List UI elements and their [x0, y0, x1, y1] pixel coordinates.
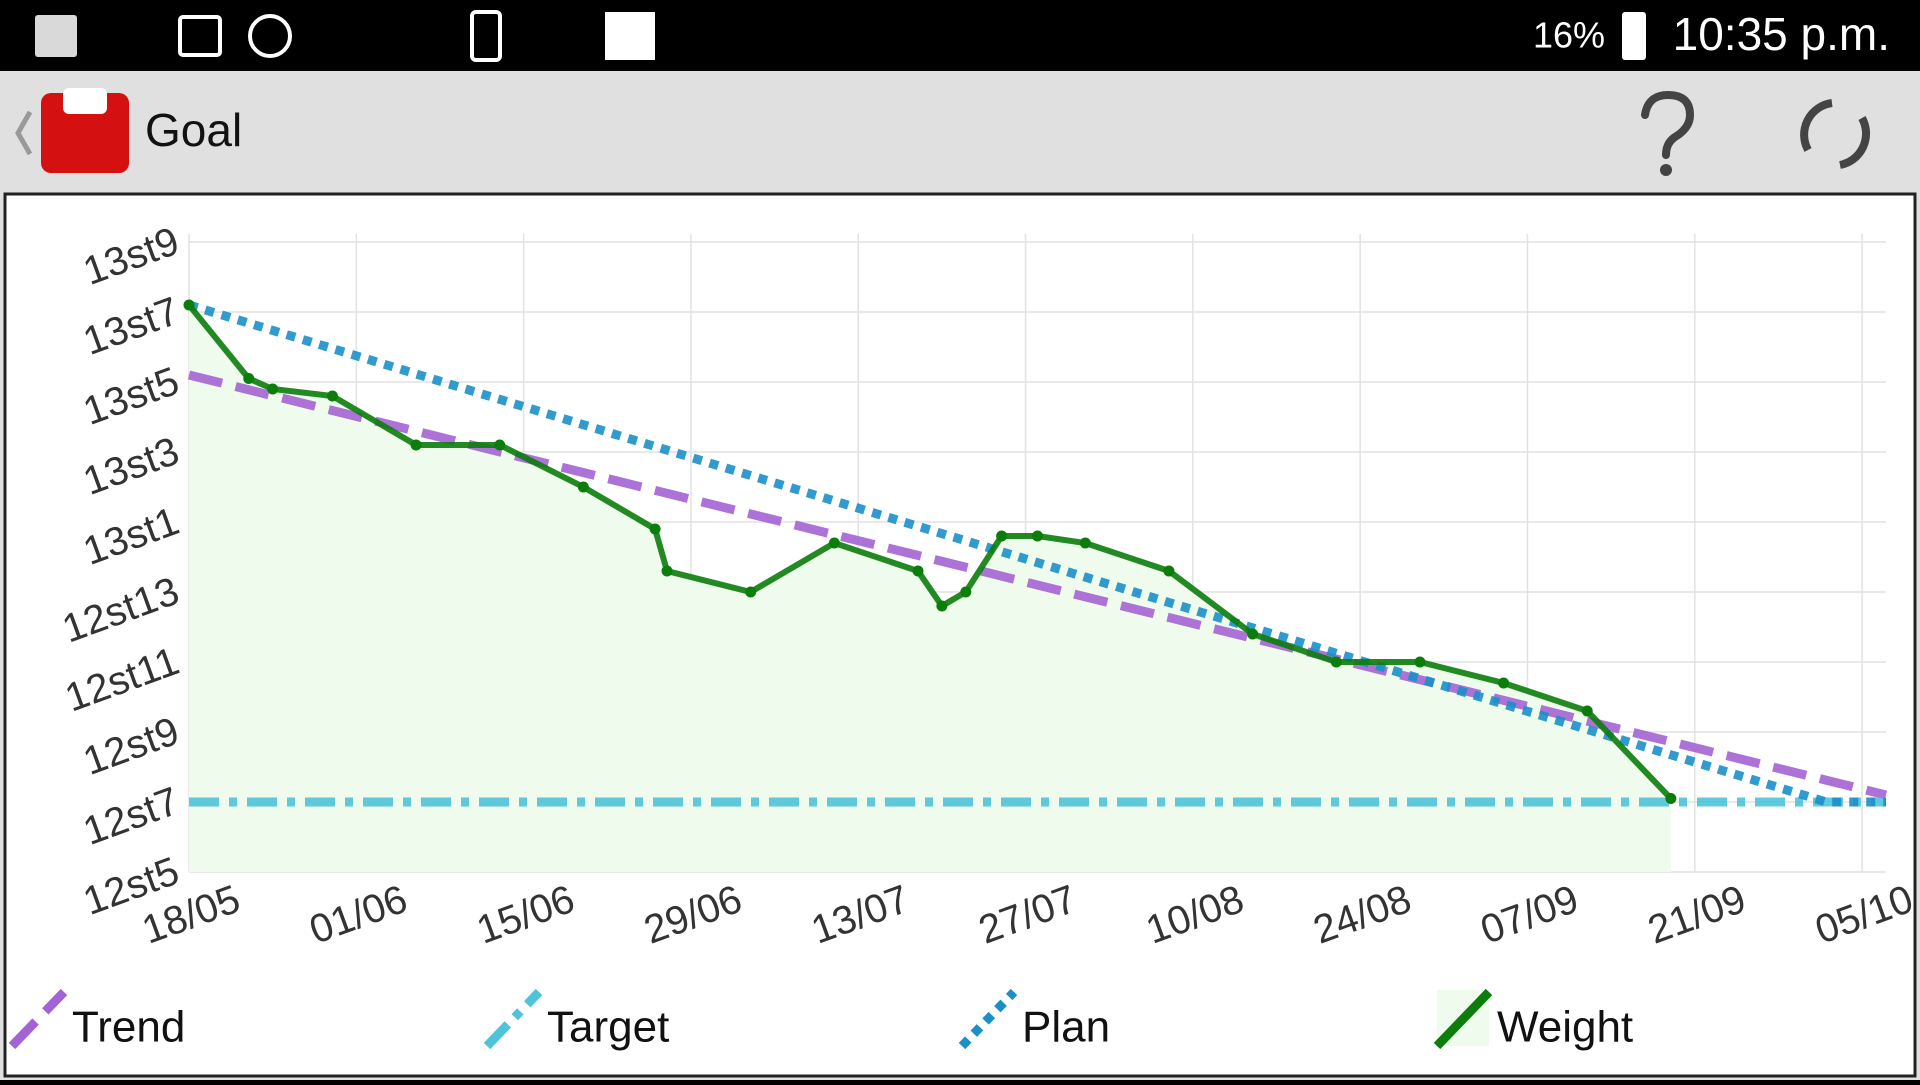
point — [1665, 793, 1677, 804]
app-icon[interactable] — [41, 93, 129, 173]
battery-percent: 16% — [1533, 15, 1605, 56]
point — [494, 439, 506, 451]
point — [1032, 530, 1043, 542]
point — [183, 299, 195, 311]
point — [960, 586, 972, 598]
point — [936, 600, 948, 612]
point — [649, 523, 661, 535]
point — [243, 373, 255, 384]
point — [577, 481, 589, 493]
refresh-button[interactable] — [1800, 99, 1870, 169]
point — [1079, 537, 1091, 549]
legend-label: Plan — [1022, 1003, 1110, 1052]
point — [410, 439, 422, 451]
legend-swatch — [958, 988, 1018, 1050]
legend-label: Weight — [1497, 1003, 1633, 1052]
legend-swatch — [1433, 988, 1493, 1050]
point — [1330, 656, 1342, 668]
back-arrow[interactable] — [15, 110, 33, 156]
legend-swatch — [8, 988, 68, 1050]
point — [326, 390, 338, 402]
clock: 10:35 p.m. — [1673, 8, 1890, 60]
point — [1498, 677, 1510, 689]
legend-label: Trend — [72, 1003, 185, 1052]
point — [1247, 628, 1259, 640]
status-bar — [0, 0, 1920, 71]
point — [1581, 705, 1593, 717]
point — [912, 565, 924, 577]
app-title: Goal — [145, 104, 242, 156]
point — [1163, 565, 1175, 577]
point — [996, 530, 1008, 542]
point — [661, 565, 673, 577]
help-button[interactable] — [1641, 90, 1695, 159]
app-icon-dial — [63, 88, 107, 114]
line — [186, 303, 1674, 801]
point — [267, 383, 279, 395]
point — [745, 586, 757, 598]
legend-label: Target — [547, 1003, 669, 1052]
legend-swatch — [483, 988, 543, 1050]
help-dot — [1660, 164, 1672, 176]
app-bar — [0, 71, 1920, 188]
point — [1414, 656, 1426, 668]
status-icons — [35, 10, 1646, 62]
point — [828, 537, 840, 549]
